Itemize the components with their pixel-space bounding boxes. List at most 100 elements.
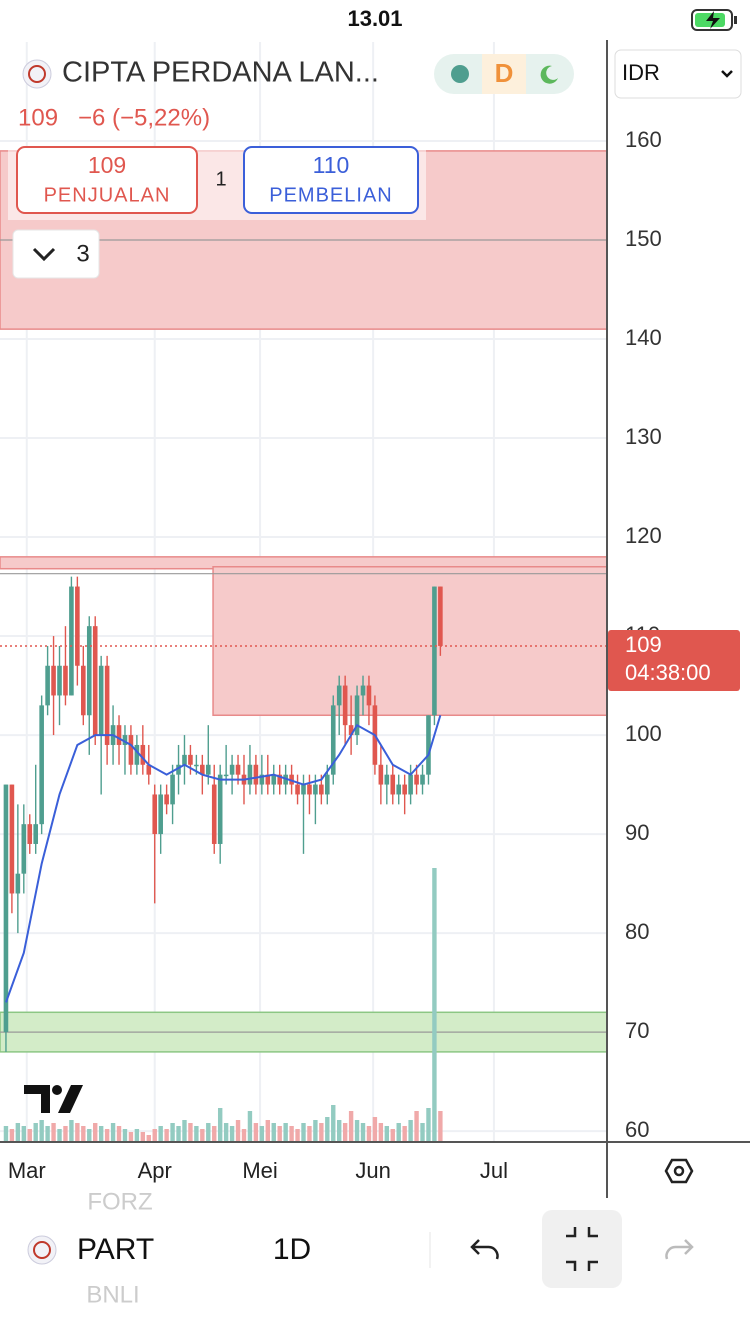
indicator-count: 3: [76, 240, 89, 267]
candle-body: [354, 695, 360, 736]
undo[interactable]: [470, 1239, 499, 1260]
indicator-toggle[interactable]: [12, 229, 100, 279]
candle-body: [86, 626, 92, 716]
volume-bar: [331, 1105, 336, 1141]
price: 109: [18, 104, 58, 131]
volume-bar: [176, 1126, 181, 1141]
y-tick-label: 100: [625, 721, 662, 746]
volume-bar: [372, 1117, 378, 1141]
candle-body: [295, 784, 300, 795]
candle-body: [116, 725, 122, 745]
exit-fullscreen: [566, 1227, 598, 1271]
volume-bar: [63, 1126, 68, 1141]
volume-bar: [21, 1126, 27, 1141]
candle-body: [9, 784, 15, 894]
redo[interactable]: [665, 1239, 694, 1260]
volume-bar: [366, 1126, 372, 1141]
volume-bar: [9, 1129, 15, 1141]
volume-bar: [188, 1123, 193, 1141]
volume-bar: [33, 1123, 38, 1141]
candle-body: [3, 784, 9, 1033]
candle-body: [205, 764, 211, 775]
fullscreen-button[interactable]: [542, 1210, 622, 1288]
candle-body: [211, 784, 217, 844]
volume-bar: [289, 1126, 294, 1141]
candle-body: [33, 824, 39, 844]
sell-button[interactable]: [16, 146, 198, 214]
candle-body: [69, 586, 74, 696]
y-tick-label: 80: [625, 919, 649, 944]
volume-bar: [319, 1123, 324, 1141]
volume-bar: [75, 1123, 80, 1141]
candle-body: [307, 784, 312, 795]
volume-bar: [45, 1126, 50, 1141]
y-tick-label: 60: [625, 1117, 649, 1142]
currency-select[interactable]: [614, 49, 742, 99]
volume-bar: [69, 1120, 74, 1141]
candle-body: [98, 665, 104, 736]
volume-bar: [152, 1129, 157, 1141]
volume-bar: [325, 1117, 330, 1141]
candle-body: [348, 725, 354, 736]
x-tick-label: Jul: [480, 1158, 508, 1183]
x-tick-label: Mar: [8, 1158, 46, 1183]
candle-body: [104, 665, 110, 745]
volume-bar: [253, 1123, 259, 1141]
volume-bar: [122, 1129, 128, 1141]
candle-body: [39, 705, 44, 825]
currency: IDR: [622, 60, 660, 85]
settings-icon[interactable]: [664, 1158, 694, 1184]
volume-bar: [98, 1126, 104, 1141]
volume-bar: [104, 1129, 110, 1141]
candle-body: [27, 824, 33, 844]
candle-body: [15, 873, 21, 894]
candle-body: [170, 774, 175, 805]
volume-bar: [247, 1111, 253, 1141]
x-tick-label: Jun: [355, 1158, 390, 1183]
candle-body: [182, 754, 187, 765]
toolbar-logo-mark: [33, 1241, 51, 1259]
x-tick-label: Mei: [242, 1158, 277, 1183]
volume-bar: [3, 1126, 9, 1141]
volume-bar: [348, 1111, 354, 1141]
volume-bar: [420, 1123, 425, 1141]
volume-bar: [265, 1120, 270, 1141]
candle-body: [92, 626, 98, 736]
volume-bar: [51, 1123, 56, 1141]
tv-logo: [24, 1085, 83, 1113]
volume-bar: [146, 1135, 151, 1141]
buy-button[interactable]: [243, 146, 419, 214]
toolbar-symbol[interactable]: PART: [77, 1233, 154, 1266]
volume-bar: [81, 1126, 86, 1141]
quantity[interactable]: 1: [215, 168, 226, 190]
watchlist-prev[interactable]: FORZ: [87, 1188, 152, 1215]
buy-label: PEMBELIAN: [269, 184, 392, 206]
candle-body: [390, 774, 396, 795]
candle-body: [122, 735, 128, 745]
candle-body: [134, 744, 140, 765]
candle-body: [396, 784, 402, 795]
candle-body: [432, 586, 437, 716]
time: 13.01: [347, 6, 402, 31]
candle-body: [301, 784, 306, 795]
market-dot: [451, 65, 469, 83]
candle-body: [438, 586, 443, 646]
candle-body: [366, 685, 372, 706]
candle-body: [384, 774, 390, 785]
candle-body: [146, 764, 152, 775]
settings-dot: [673, 1165, 685, 1177]
candle-body: [45, 665, 50, 706]
watchlist-next[interactable]: BNLI: [86, 1281, 139, 1308]
volume-bar: [57, 1129, 62, 1141]
symbol-name[interactable]: CIPTA PERDANA LAN...: [62, 57, 379, 89]
volume-bar: [408, 1120, 413, 1141]
volume-bar: [354, 1120, 360, 1141]
price-label: 109: [625, 632, 662, 657]
candle-body: [408, 774, 413, 795]
candle-body: [176, 764, 181, 775]
candle-body: [140, 744, 146, 765]
volume-bar: [27, 1129, 32, 1141]
candle-body: [402, 784, 407, 795]
interval[interactable]: 1D: [273, 1233, 311, 1266]
